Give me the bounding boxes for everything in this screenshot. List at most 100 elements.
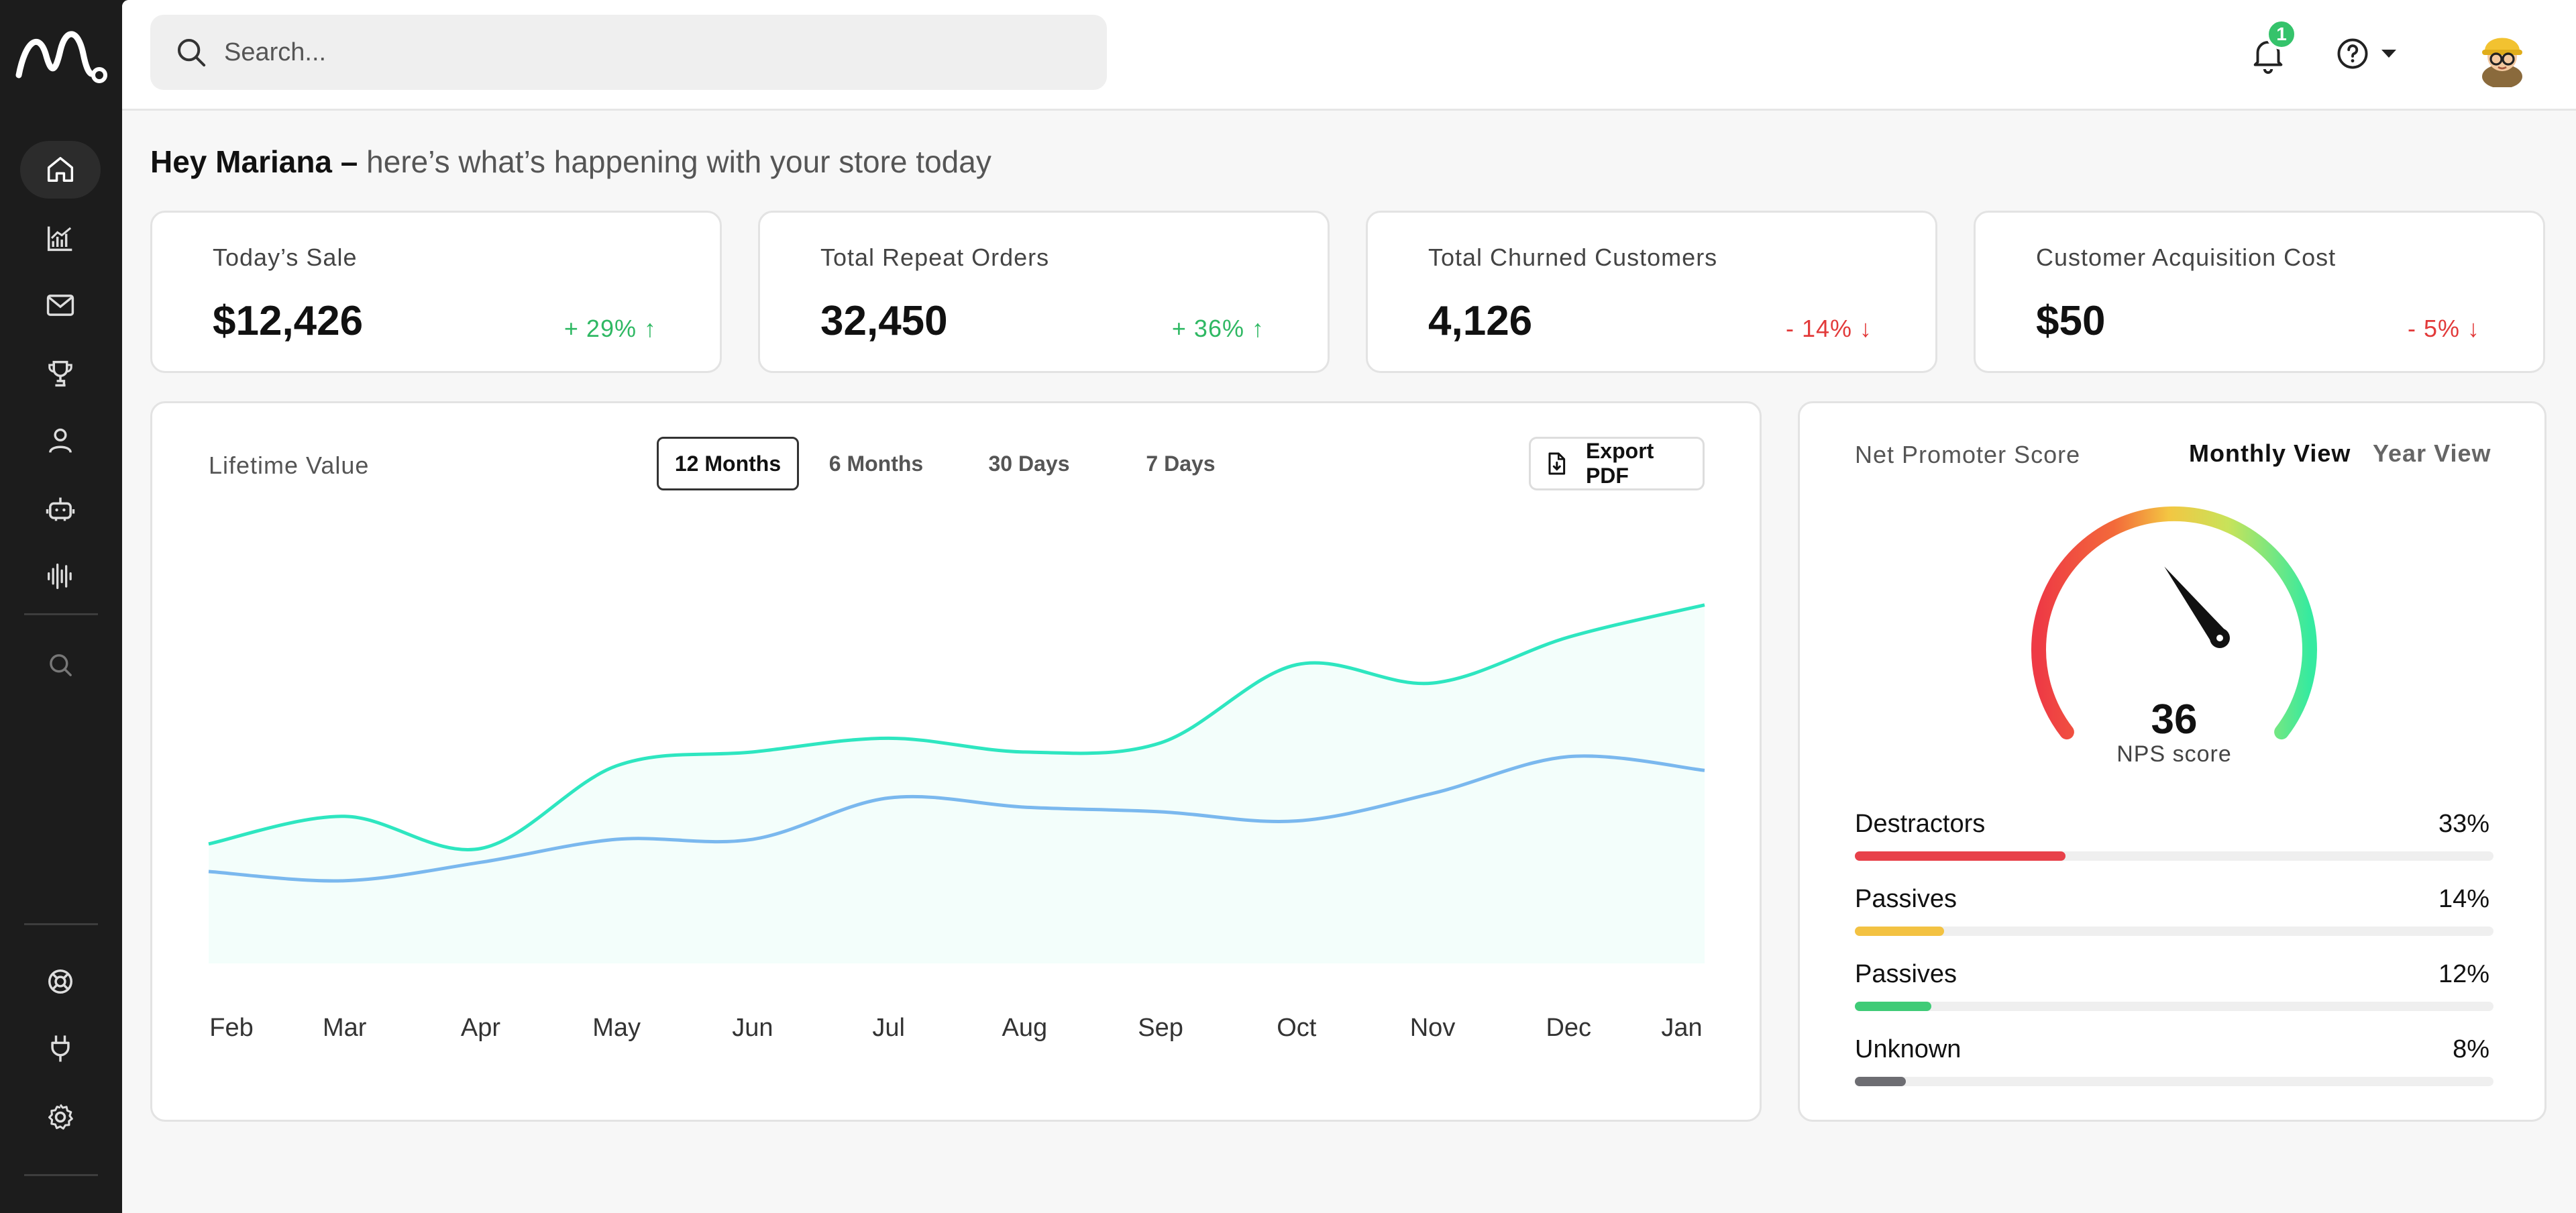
- sidebar-divider: [24, 1174, 98, 1176]
- export-pdf-label: Export PDF: [1585, 439, 1654, 488]
- tab-6-months[interactable]: 6 Months: [828, 451, 924, 476]
- nps-row-track: [1855, 851, 2493, 861]
- kpi-card-acquisition-cost[interactable]: Customer Acquisition Cost $50 - 5% ↓: [1974, 211, 2545, 373]
- nps-row-percent: 14%: [2438, 885, 2489, 913]
- x-axis-tick-label: Aug: [1002, 1014, 1048, 1042]
- series-line-1: [208, 754, 1705, 883]
- nps-row-percent: 33%: [2438, 810, 2489, 838]
- analytics-icon: [47, 226, 72, 252]
- x-axis-tick-label: Jan: [1661, 1014, 1703, 1042]
- kpi-title: Customer Acquisition Cost: [2036, 244, 2337, 271]
- kpi-card-churned-customers[interactable]: Total Churned Customers 4,126 - 14% ↓: [1366, 211, 1937, 373]
- main-content: 1 Hey Mariana –: [122, 0, 2576, 1213]
- mail-icon: [46, 295, 74, 316]
- help-icon: [2337, 38, 2368, 69]
- sidebar-item-bot[interactable]: [20, 480, 101, 538]
- year-view-toggle[interactable]: Year View: [2373, 439, 2491, 467]
- search-bar[interactable]: [150, 15, 1107, 90]
- nps-row-track: [1855, 1002, 2493, 1011]
- chart-title: Lifetime Value: [209, 452, 370, 479]
- tab-7-days[interactable]: 7 Days: [1146, 451, 1216, 476]
- greeting-subtitle: here’s what’s happening with your store …: [366, 144, 991, 179]
- home-icon: [47, 156, 74, 182]
- x-axis-tick-label: Nov: [1409, 1014, 1456, 1042]
- x-axis-tick-label: Sep: [1138, 1014, 1183, 1042]
- tab-30-days[interactable]: 30 Days: [988, 451, 1070, 476]
- export-pdf-button[interactable]: Export PDF: [1529, 437, 1705, 490]
- search-input[interactable]: [224, 38, 1029, 67]
- lifetime-value-chart: [208, 603, 1705, 963]
- monthly-view-toggle[interactable]: Monthly View: [2189, 439, 2351, 467]
- user-icon: [49, 428, 72, 453]
- kpi-value: 32,450: [820, 298, 948, 344]
- x-axis-tick-label: May: [592, 1014, 641, 1042]
- notification-count-badge: 1: [2266, 19, 2297, 50]
- sidebar-item-settings[interactable]: [20, 1088, 101, 1146]
- sidebar-item-support[interactable]: [20, 953, 101, 1010]
- kpi-title: Today’s Sale: [213, 244, 358, 271]
- kpi-title: Total Churned Customers: [1428, 244, 1718, 271]
- kpi-card-repeat-orders[interactable]: Total Repeat Orders 32,450 + 36% ↑: [758, 211, 1330, 373]
- chevron-down-icon: [2381, 50, 2396, 58]
- nps-card: Net Promoter Score Monthly View Year Vie…: [1798, 401, 2546, 1122]
- kpi-change: - 5% ↓: [2407, 315, 2480, 342]
- search-icon: [177, 38, 206, 67]
- series-line-0: [208, 603, 1705, 851]
- x-axis-tick-label: Feb: [209, 1014, 254, 1042]
- kpi-title: Total Repeat Orders: [820, 244, 1050, 271]
- sidebar-item-integrations[interactable]: [20, 1020, 101, 1077]
- series-area-0: [209, 604, 1705, 963]
- nps-score: 36: [2151, 696, 2198, 743]
- audio-wave-icon: [48, 564, 72, 589]
- brand-logo-icon[interactable]: [13, 20, 107, 87]
- gauge-needle-pivot-dot: [2216, 635, 2223, 641]
- help-menu-button[interactable]: [2333, 32, 2407, 75]
- settings-icon: [48, 1104, 73, 1130]
- sidebar-item-mail[interactable]: [20, 276, 101, 334]
- nps-row-label: Unknown: [1855, 1035, 1962, 1063]
- sidebar-item-user[interactable]: [20, 412, 101, 470]
- user-avatar[interactable]: [2470, 23, 2534, 89]
- top-bar: 1: [122, 0, 2576, 111]
- gauge-arc: [2031, 506, 2317, 740]
- gauge-needle: [2164, 566, 2230, 648]
- kpi-change: - 14% ↓: [1785, 315, 1872, 342]
- x-axis-tick-label: Oct: [1277, 1014, 1317, 1042]
- nps-row-percent: 12%: [2438, 960, 2489, 988]
- file-download-icon: [1548, 452, 1566, 475]
- plug-icon: [51, 1035, 70, 1062]
- kpi-card-todays-sale[interactable]: Today’s Sale $12,426 + 29% ↑: [150, 211, 722, 373]
- gauge-needle-shape: [2164, 566, 2228, 644]
- lifetime-value-card: Lifetime Value 12 Months 6 Months 30 Day…: [150, 401, 1762, 1122]
- nps-row-label: Destractors: [1855, 810, 1986, 838]
- x-axis-tick-label: Jul: [872, 1014, 905, 1042]
- sidebar-divider: [24, 923, 98, 925]
- trophy-icon: [48, 360, 72, 387]
- nps-row-track: [1855, 1077, 2493, 1086]
- kpi-value: $50: [2036, 298, 2106, 344]
- nps-score-label: NPS score: [2116, 741, 2232, 767]
- x-axis-tick-label: Mar: [322, 1014, 367, 1042]
- sidebar-item-analytics[interactable]: [20, 209, 101, 267]
- nps-row-fill: [1855, 1077, 1907, 1086]
- kpi-change: + 29% ↑: [564, 315, 657, 342]
- search-icon: [50, 654, 72, 676]
- sidebar-item-search[interactable]: [20, 636, 101, 694]
- kpi-value: 4,126: [1428, 298, 1533, 344]
- greeting-heading: Hey Mariana – here’s what’s happening wi…: [150, 144, 991, 180]
- greeting-name: Hey Mariana –: [150, 144, 358, 179]
- sidebar-divider: [24, 613, 98, 615]
- nps-row-percent: 8%: [2453, 1035, 2489, 1063]
- kpi-value: $12,426: [213, 298, 364, 344]
- nps-row-label: Passives: [1855, 960, 1957, 988]
- nps-gauge: [2031, 506, 2317, 740]
- sidebar: [0, 0, 122, 1213]
- x-axis-tick-label: Dec: [1546, 1014, 1592, 1042]
- sidebar-item-home[interactable]: [20, 141, 101, 199]
- nps-row-fill: [1855, 1002, 1932, 1011]
- nps-row-fill: [1855, 927, 1945, 936]
- sidebar-item-trophy[interactable]: [20, 345, 101, 403]
- tab-12-months[interactable]: 12 Months: [657, 437, 799, 490]
- sidebar-item-audio[interactable]: [20, 547, 101, 605]
